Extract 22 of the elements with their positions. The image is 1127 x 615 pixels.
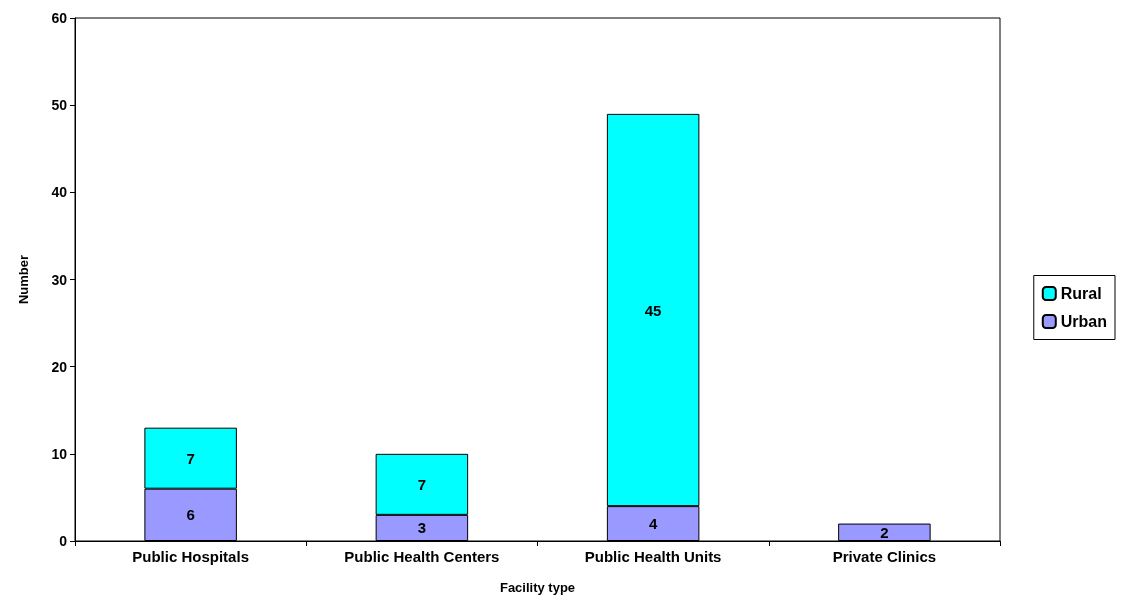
x-tick-label: Private Clinics [832,548,937,565]
data-label: 7 [186,449,195,467]
data-label: 45 [644,301,662,319]
data-label: 6 [186,506,195,524]
y-axis-title: Number [16,254,31,305]
x-axis-title: Facility type [499,580,576,595]
y-tick-label: 0 [59,533,68,549]
legend-label: Urban [1060,313,1108,330]
y-tick-label: 50 [51,97,68,114]
y-tick-label: 60 [51,10,68,26]
data-label: 3 [417,519,427,537]
data-label: 4 [648,515,658,533]
y-tick-label: 10 [51,445,68,462]
y-tick-label: 40 [51,184,68,201]
data-label: 2 [880,523,889,541]
x-tick-label: Public Hospitals [132,548,249,565]
x-tick-label: Public Health Centers [344,548,500,565]
data-label: 7 [417,475,427,493]
y-tick-label: 30 [51,271,68,288]
x-tick-label: Public Health Units [584,548,722,565]
y-tick-label: 20 [51,358,68,375]
legend-label: Rural [1060,285,1102,302]
